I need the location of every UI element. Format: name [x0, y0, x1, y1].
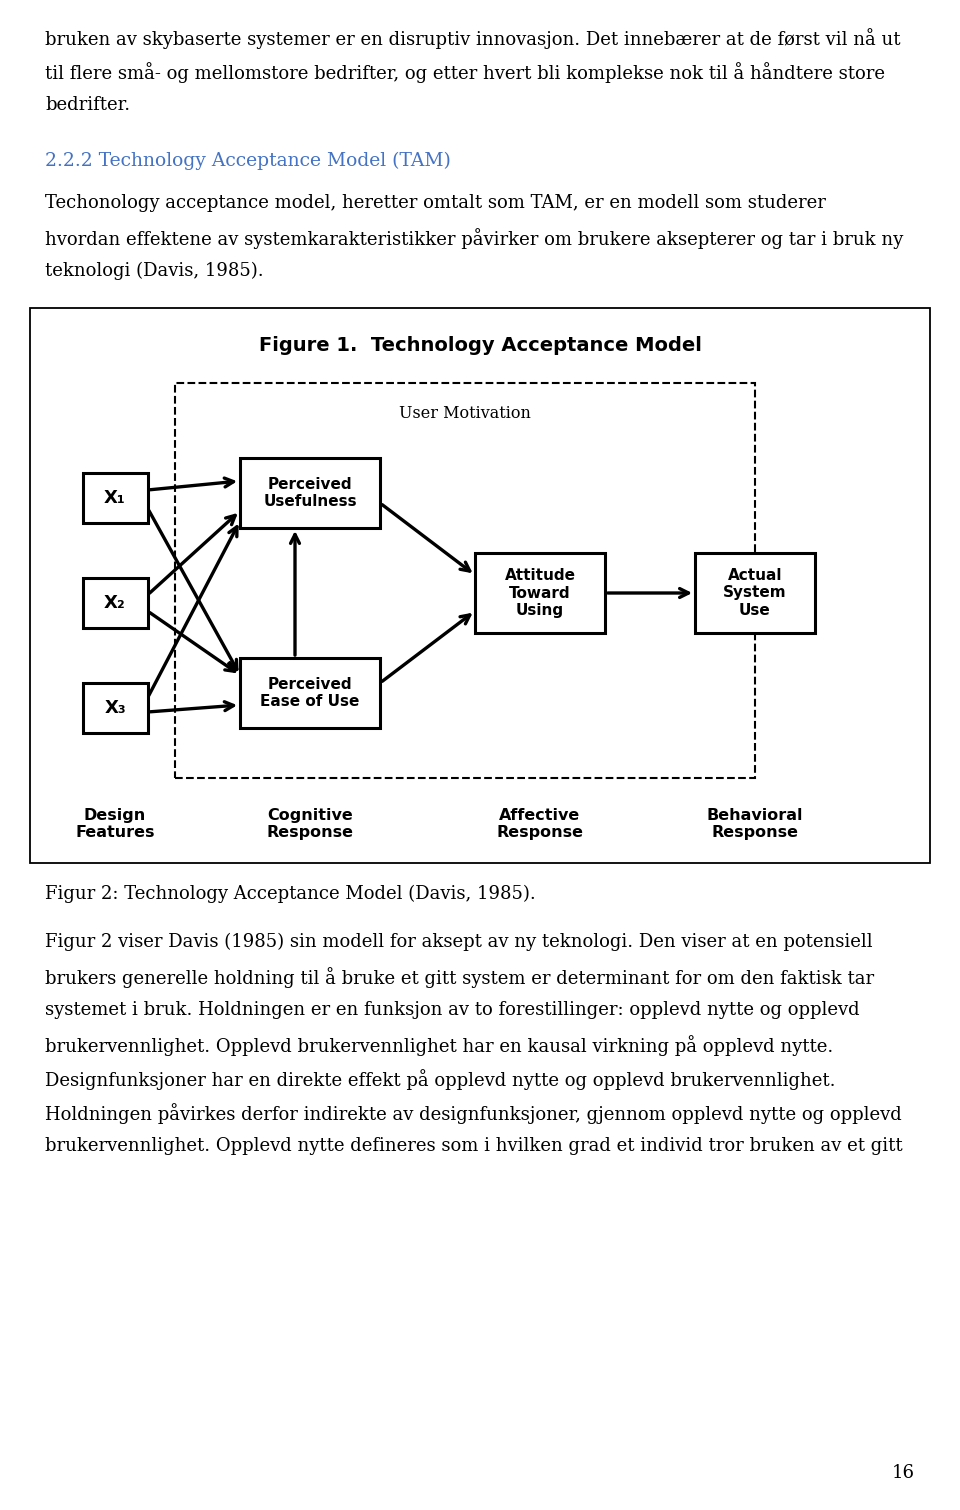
Bar [240, 458, 380, 528]
Text: Figur 2: Technology Acceptance Model (Davis, 1985).: Figur 2: Technology Acceptance Model (Da… [45, 885, 536, 903]
Text: X₃: X₃ [105, 699, 126, 717]
Text: Figur 2 viser Davis (1985) sin modell for aksept av ny teknologi. Den viser at e: Figur 2 viser Davis (1985) sin modell fo… [45, 933, 873, 951]
Text: brukervennlighet. Opplevd nytte defineres som i hvilken grad et individ tror bru: brukervennlighet. Opplevd nytte definere… [45, 1137, 902, 1155]
Text: User Motivation: User Motivation [399, 405, 531, 421]
Bar [83, 473, 148, 522]
Text: Perceived
Ease of Use: Perceived Ease of Use [260, 676, 360, 710]
Text: X₁: X₁ [104, 489, 126, 507]
Text: Designfunksjoner har en direkte effekt på opplevd nytte og opplevd brukervennlig: Designfunksjoner har en direkte effekt p… [45, 1069, 835, 1090]
Text: Actual
System
Use: Actual System Use [723, 568, 787, 618]
Text: Behavioral
Response: Behavioral Response [707, 808, 804, 841]
Text: systemet i bruk. Holdningen er en funksjon av to forestillinger: opplevd nytte o: systemet i bruk. Holdningen er en funksj… [45, 1001, 859, 1019]
Text: teknologi (Davis, 1985).: teknologi (Davis, 1985). [45, 263, 264, 281]
Bar [83, 578, 148, 628]
Bar [83, 683, 148, 732]
Bar [475, 553, 605, 633]
Text: brukers generelle holdning til å bruke et gitt system er determinant for om den : brukers generelle holdning til å bruke e… [45, 966, 875, 988]
Bar [240, 658, 380, 728]
Text: 2.2.2 Technology Acceptance Model (TAM): 2.2.2 Technology Acceptance Model (TAM) [45, 153, 451, 171]
Text: Design
Features: Design Features [75, 808, 155, 841]
Text: bedrifter.: bedrifter. [45, 97, 131, 113]
Text: Cognitive
Response: Cognitive Response [267, 808, 353, 841]
Text: 16: 16 [892, 1465, 915, 1481]
Text: X₂: X₂ [104, 593, 126, 612]
Text: brukervennlighet. Opplevd brukervennlighet har en kausal virkning på opplevd nyt: brukervennlighet. Opplevd brukervennligh… [45, 1034, 833, 1055]
Text: Attitude
Toward
Using: Attitude Toward Using [505, 568, 575, 618]
Text: Affective
Response: Affective Response [496, 808, 584, 841]
Bar [30, 308, 930, 864]
Text: hvordan effektene av systemkarakteristikker påvirker om brukere aksepterer og ta: hvordan effektene av systemkarakteristik… [45, 228, 903, 249]
Text: bruken av skybaserte systemer er en disruptiv innovasjon. Det innebærer at de fø: bruken av skybaserte systemer er en disr… [45, 29, 900, 48]
Text: Holdningen påvirkes derfor indirekte av designfunksjoner, gjennom opplevd nytte : Holdningen påvirkes derfor indirekte av … [45, 1102, 901, 1123]
Text: Figure 1.  Technology Acceptance Model: Figure 1. Technology Acceptance Model [258, 337, 702, 355]
Text: til flere små- og mellomstore bedrifter, og etter hvert bli komplekse nok til å : til flere små- og mellomstore bedrifter,… [45, 62, 885, 83]
Bar [175, 384, 755, 778]
Text: Techonology acceptance model, heretter omtalt som TAM, er en modell som studerer: Techonology acceptance model, heretter o… [45, 193, 826, 211]
Text: Perceived
Usefulness: Perceived Usefulness [263, 477, 357, 509]
Bar [695, 553, 815, 633]
